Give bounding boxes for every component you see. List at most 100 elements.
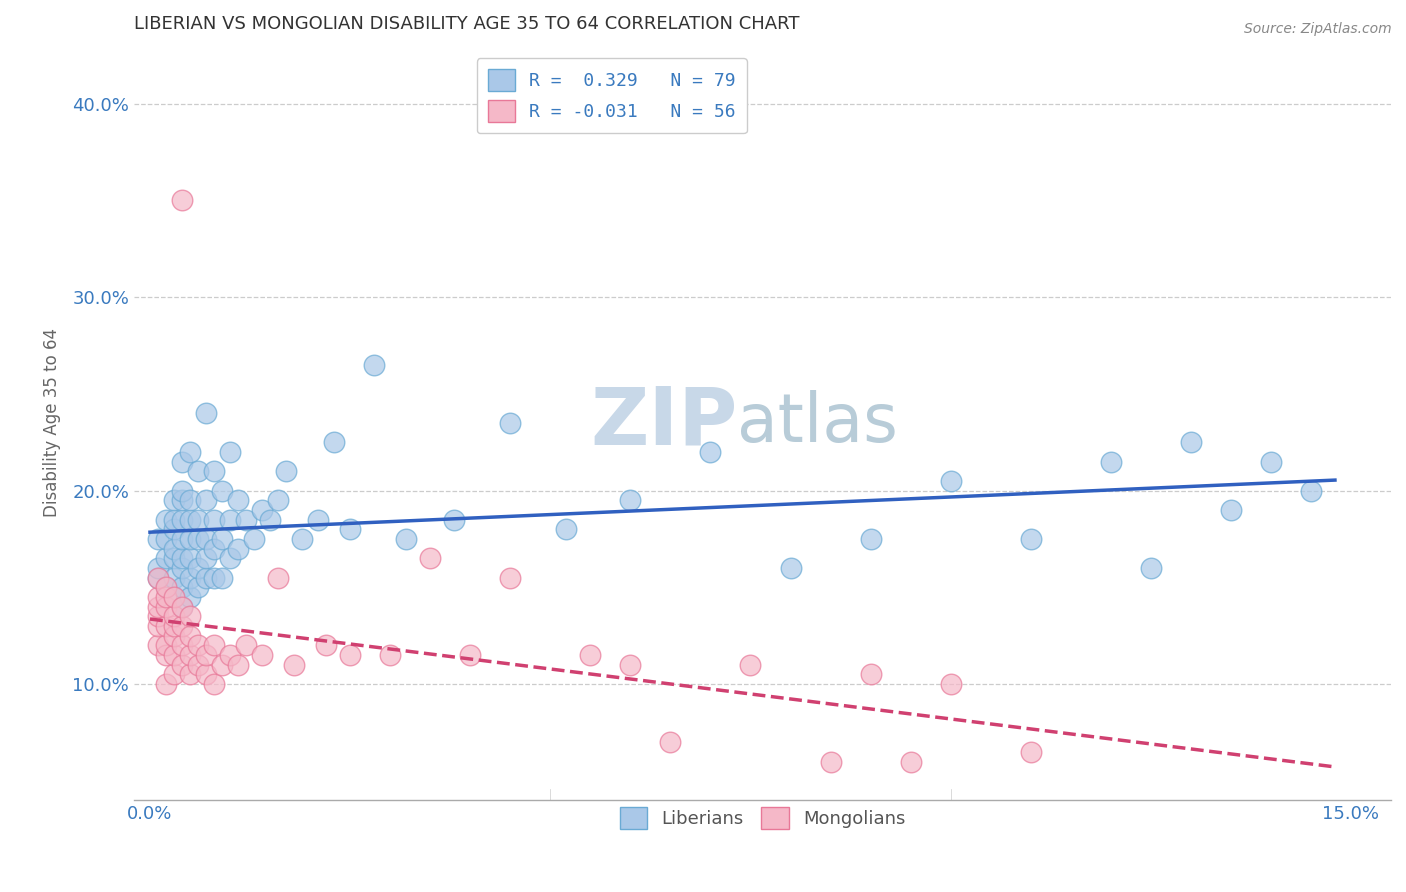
Point xyxy=(170,483,193,498)
Point xyxy=(939,474,962,488)
Point xyxy=(243,532,266,546)
Point xyxy=(202,677,225,691)
Point xyxy=(283,657,305,672)
Point xyxy=(740,657,762,672)
Point xyxy=(163,609,186,624)
Point xyxy=(155,619,177,633)
Text: LIBERIAN VS MONGOLIAN DISABILITY AGE 35 TO 64 CORRELATION CHART: LIBERIAN VS MONGOLIAN DISABILITY AGE 35 … xyxy=(134,15,800,33)
Point xyxy=(179,493,201,508)
Point xyxy=(170,599,193,614)
Point xyxy=(267,571,290,585)
Point xyxy=(779,561,801,575)
Point xyxy=(155,532,177,546)
Point xyxy=(170,581,193,595)
Point xyxy=(1180,435,1202,450)
Point xyxy=(163,619,186,633)
Point xyxy=(250,503,273,517)
Point xyxy=(202,464,225,478)
Point xyxy=(195,493,218,508)
Point xyxy=(219,551,242,566)
Point xyxy=(859,667,882,681)
Point xyxy=(659,735,682,749)
Point xyxy=(170,532,193,546)
Point xyxy=(179,445,201,459)
Point xyxy=(267,493,290,508)
Point xyxy=(146,532,169,546)
Point xyxy=(187,657,209,672)
Point xyxy=(211,571,233,585)
Point xyxy=(1139,561,1161,575)
Point xyxy=(339,522,361,536)
Point xyxy=(170,599,193,614)
Point xyxy=(163,493,186,508)
Point xyxy=(619,657,641,672)
Point xyxy=(170,619,193,633)
Point xyxy=(195,406,218,420)
Point xyxy=(170,493,193,508)
Point xyxy=(250,648,273,662)
Point xyxy=(202,571,225,585)
Point xyxy=(179,609,201,624)
Point xyxy=(146,571,169,585)
Point xyxy=(195,532,218,546)
Point xyxy=(163,541,186,556)
Point xyxy=(202,639,225,653)
Point xyxy=(155,513,177,527)
Point xyxy=(170,551,193,566)
Point xyxy=(163,551,186,566)
Text: ZIP: ZIP xyxy=(591,384,737,462)
Point xyxy=(179,532,201,546)
Point xyxy=(155,677,177,691)
Point xyxy=(195,667,218,681)
Text: Source: ZipAtlas.com: Source: ZipAtlas.com xyxy=(1244,22,1392,37)
Point xyxy=(170,513,193,527)
Point xyxy=(195,571,218,585)
Point xyxy=(1099,455,1122,469)
Point xyxy=(170,657,193,672)
Point xyxy=(458,648,481,662)
Point xyxy=(202,513,225,527)
Point xyxy=(163,513,186,527)
Point xyxy=(219,648,242,662)
Point xyxy=(259,513,281,527)
Point xyxy=(179,513,201,527)
Point xyxy=(163,629,186,643)
Point xyxy=(179,590,201,604)
Point xyxy=(202,541,225,556)
Point xyxy=(187,639,209,653)
Point xyxy=(155,599,177,614)
Point xyxy=(163,590,186,604)
Point xyxy=(170,639,193,653)
Point xyxy=(939,677,962,691)
Point xyxy=(419,551,441,566)
Point xyxy=(1019,745,1042,759)
Point xyxy=(307,513,329,527)
Point xyxy=(211,532,233,546)
Point xyxy=(163,571,186,585)
Point xyxy=(619,493,641,508)
Point xyxy=(155,648,177,662)
Point xyxy=(555,522,578,536)
Point xyxy=(395,532,418,546)
Point xyxy=(219,445,242,459)
Point xyxy=(226,493,249,508)
Point xyxy=(155,639,177,653)
Point xyxy=(323,435,346,450)
Y-axis label: Disability Age 35 to 64: Disability Age 35 to 64 xyxy=(44,328,60,517)
Point xyxy=(1260,455,1282,469)
Point xyxy=(900,755,922,769)
Point xyxy=(155,581,177,595)
Legend: Liberians, Mongolians: Liberians, Mongolians xyxy=(613,800,912,837)
Point xyxy=(146,599,169,614)
Point xyxy=(163,667,186,681)
Point xyxy=(443,513,465,527)
Point xyxy=(155,581,177,595)
Point xyxy=(170,194,193,208)
Point xyxy=(163,590,186,604)
Point xyxy=(235,513,257,527)
Point xyxy=(211,483,233,498)
Point xyxy=(1019,532,1042,546)
Point xyxy=(179,551,201,566)
Point xyxy=(146,561,169,575)
Point xyxy=(1299,483,1322,498)
